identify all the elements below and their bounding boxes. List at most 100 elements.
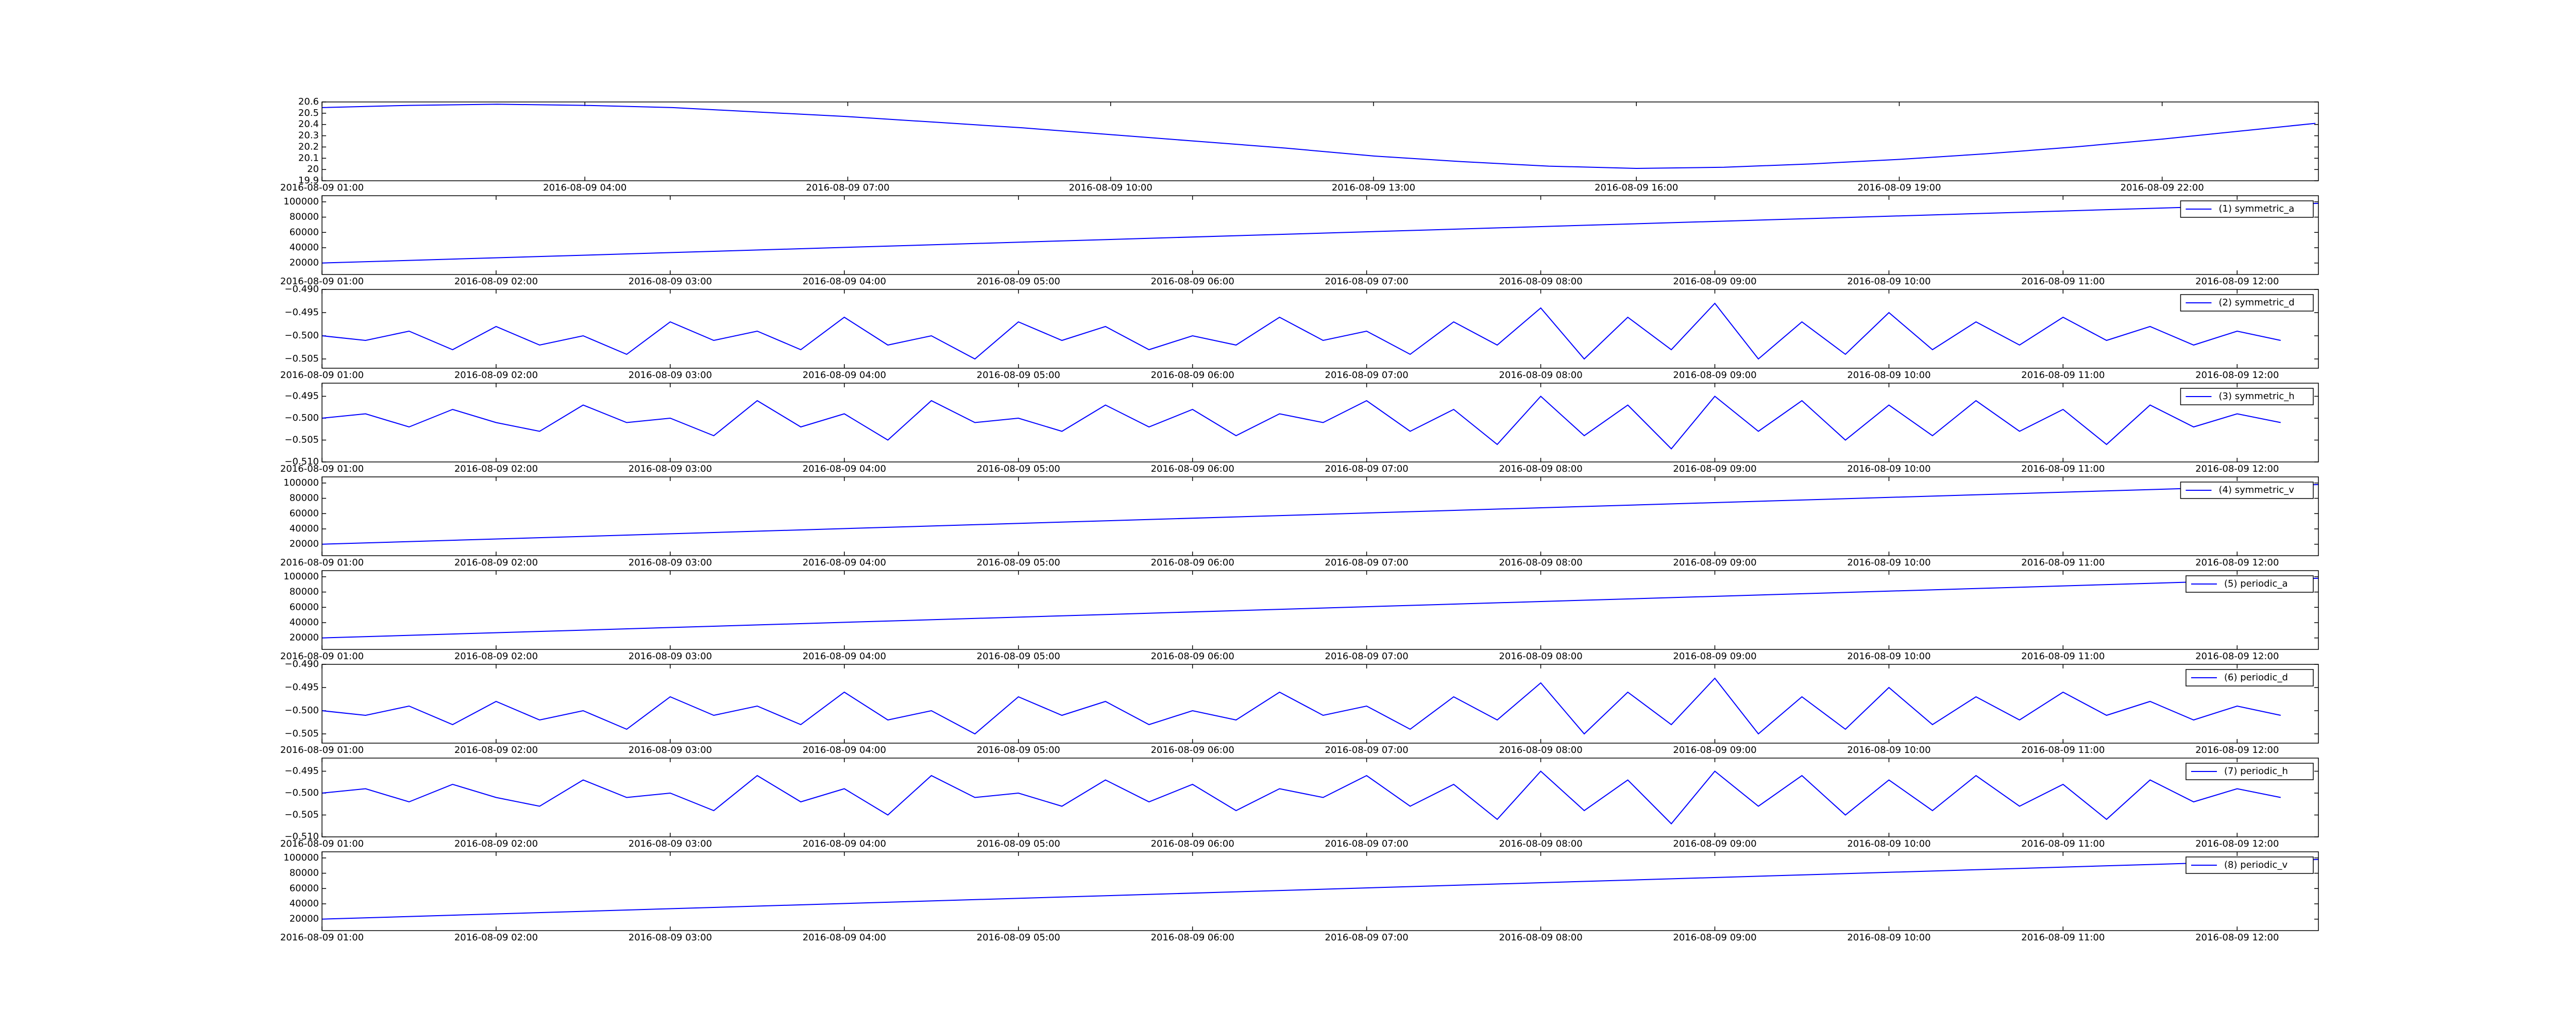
x-tick-label: 2016-08-09 07:00 bbox=[1325, 932, 1409, 943]
x-tick-label: 2016-08-09 01:00 bbox=[280, 838, 364, 849]
x-tick-label: 2016-08-09 02:00 bbox=[454, 651, 538, 662]
y-tick-label: 20.6 bbox=[298, 96, 319, 107]
legend-label: (6) periodic_d bbox=[2224, 672, 2288, 683]
x-tick-label: 2016-08-09 05:00 bbox=[977, 370, 1060, 381]
x-tick-label: 2016-08-09 09:00 bbox=[1673, 745, 1756, 756]
x-tick-label: 2016-08-09 07:00 bbox=[1325, 838, 1409, 849]
x-tick-label: 2016-08-09 03:00 bbox=[629, 276, 712, 287]
y-tick-label: 100000 bbox=[283, 571, 319, 582]
x-tick-label: 2016-08-09 07:00 bbox=[1325, 651, 1409, 662]
y-tick-label: −0.490 bbox=[284, 284, 319, 295]
y-tick-label: 40000 bbox=[290, 617, 319, 628]
x-tick-label: 2016-08-09 03:00 bbox=[629, 651, 712, 662]
x-tick-label: 2016-08-09 01:00 bbox=[280, 276, 364, 287]
x-tick-label: 2016-08-09 04:00 bbox=[803, 838, 886, 849]
x-tick-label: 2016-08-09 11:00 bbox=[2021, 838, 2105, 849]
x-tick-label: 2016-08-09 09:00 bbox=[1673, 370, 1756, 381]
data-line bbox=[321, 770, 2281, 825]
x-tick-label: 2016-08-09 02:00 bbox=[454, 838, 538, 849]
x-tick-label: 2016-08-09 09:00 bbox=[1673, 276, 1756, 287]
y-tick-label: −0.500 bbox=[284, 330, 319, 341]
x-tick-label: 2016-08-09 01:00 bbox=[280, 370, 364, 381]
x-tick-label: 2016-08-09 07:00 bbox=[1325, 745, 1409, 756]
axes-frame bbox=[321, 476, 2319, 556]
x-tick-label: 2016-08-09 04:00 bbox=[803, 276, 886, 287]
x-tick-label: 2016-08-09 06:00 bbox=[1151, 370, 1234, 381]
x-tick-label: 2016-08-09 09:00 bbox=[1673, 651, 1756, 662]
x-tick-label: 2016-08-09 08:00 bbox=[1499, 745, 1582, 756]
x-tick-label: 2016-08-09 06:00 bbox=[1151, 838, 1234, 849]
x-tick-label: 2016-08-09 05:00 bbox=[977, 932, 1060, 943]
y-tick-label: 20000 bbox=[290, 632, 319, 643]
data-line bbox=[321, 202, 2319, 264]
x-tick-label: 2016-08-09 03:00 bbox=[629, 464, 712, 474]
x-tick-label: 2016-08-09 10:00 bbox=[1847, 745, 1930, 756]
data-line bbox=[321, 577, 2319, 639]
x-tick-label: 2016-08-09 11:00 bbox=[2021, 745, 2105, 756]
y-tick-label: 40000 bbox=[290, 242, 319, 253]
axes-frame bbox=[321, 101, 2319, 181]
x-tick-label: 2016-08-09 11:00 bbox=[2021, 276, 2105, 287]
y-tick-label: 80000 bbox=[290, 868, 319, 879]
x-tick-label: 2016-08-09 10:00 bbox=[1847, 464, 1930, 474]
x-tick-label: 2016-08-09 01:00 bbox=[280, 651, 364, 662]
x-tick-label: 2016-08-09 07:00 bbox=[1325, 370, 1409, 381]
y-tick-label: −0.490 bbox=[284, 659, 319, 670]
x-tick-label: 2016-08-09 02:00 bbox=[454, 745, 538, 756]
y-tick-label: 19.9 bbox=[298, 175, 319, 186]
y-tick-label: −0.495 bbox=[284, 682, 319, 693]
data-line bbox=[321, 484, 2319, 545]
x-tick-label: 2016-08-09 03:00 bbox=[629, 838, 712, 849]
x-tick-label: 2016-08-09 12:00 bbox=[2195, 464, 2279, 474]
x-tick-label: 2016-08-09 01:00 bbox=[280, 557, 364, 568]
x-tick-label: 2016-08-09 12:00 bbox=[2195, 745, 2279, 756]
x-tick-label: 2016-08-09 06:00 bbox=[1151, 932, 1234, 943]
y-tick-label: 40000 bbox=[290, 523, 319, 534]
legend-label: (4) symmetric_v bbox=[2219, 485, 2295, 495]
x-tick-label: 2016-08-09 10:00 bbox=[1847, 557, 1930, 568]
y-tick-label: −0.505 bbox=[284, 810, 319, 820]
x-tick-label: 2016-08-09 03:00 bbox=[629, 370, 712, 381]
y-tick-label: 60000 bbox=[290, 602, 319, 612]
x-tick-label: 2016-08-09 04:00 bbox=[543, 182, 626, 193]
y-tick-label: 20.1 bbox=[298, 152, 319, 163]
y-tick-label: −0.495 bbox=[284, 307, 319, 318]
y-tick-label: −0.510 bbox=[284, 831, 319, 842]
x-tick-label: 2016-08-09 06:00 bbox=[1151, 745, 1234, 756]
axes-frame bbox=[321, 851, 2319, 931]
x-tick-label: 2016-08-09 11:00 bbox=[2021, 370, 2105, 381]
x-tick-label: 2016-08-09 02:00 bbox=[454, 932, 538, 943]
x-tick-label: 2016-08-09 19:00 bbox=[1857, 182, 1941, 193]
x-tick-label: 2016-08-09 08:00 bbox=[1499, 464, 1582, 474]
data-line bbox=[321, 859, 2319, 920]
y-tick-label: 60000 bbox=[290, 508, 319, 519]
y-tick-label: 20 bbox=[307, 164, 319, 175]
legend-label: (3) symmetric_h bbox=[2219, 391, 2295, 402]
y-tick-label: 20000 bbox=[290, 914, 319, 924]
y-tick-label: 100000 bbox=[283, 196, 319, 207]
y-tick-label: 40000 bbox=[290, 898, 319, 909]
x-tick-label: 2016-08-09 02:00 bbox=[454, 557, 538, 568]
x-tick-label: 2016-08-09 08:00 bbox=[1499, 370, 1582, 381]
y-tick-label: −0.505 bbox=[284, 435, 319, 445]
x-tick-label: 2016-08-09 01:00 bbox=[280, 745, 364, 756]
x-tick-label: 2016-08-09 02:00 bbox=[454, 276, 538, 287]
x-tick-label: 2016-08-09 01:00 bbox=[280, 182, 364, 193]
y-tick-label: 100000 bbox=[283, 477, 319, 488]
legend-label: (8) periodic_v bbox=[2224, 860, 2287, 870]
y-tick-label: 80000 bbox=[290, 587, 319, 597]
x-tick-label: 2016-08-09 02:00 bbox=[454, 464, 538, 474]
x-tick-label: 2016-08-09 11:00 bbox=[2021, 651, 2105, 662]
x-tick-label: 2016-08-09 07:00 bbox=[1325, 464, 1409, 474]
x-tick-label: 2016-08-09 04:00 bbox=[803, 651, 886, 662]
x-tick-label: 2016-08-09 10:00 bbox=[1847, 651, 1930, 662]
x-tick-label: 2016-08-09 03:00 bbox=[629, 557, 712, 568]
legend-label: (5) periodic_a bbox=[2224, 578, 2288, 589]
x-tick-label: 2016-08-09 02:00 bbox=[454, 370, 538, 381]
legend-label: (7) periodic_h bbox=[2224, 766, 2288, 777]
data-line bbox=[321, 396, 2281, 450]
axes-frame bbox=[321, 570, 2319, 650]
x-tick-label: 2016-08-09 09:00 bbox=[1673, 464, 1756, 474]
y-tick-label: −0.505 bbox=[284, 728, 319, 739]
x-tick-label: 2016-08-09 22:00 bbox=[2121, 182, 2204, 193]
